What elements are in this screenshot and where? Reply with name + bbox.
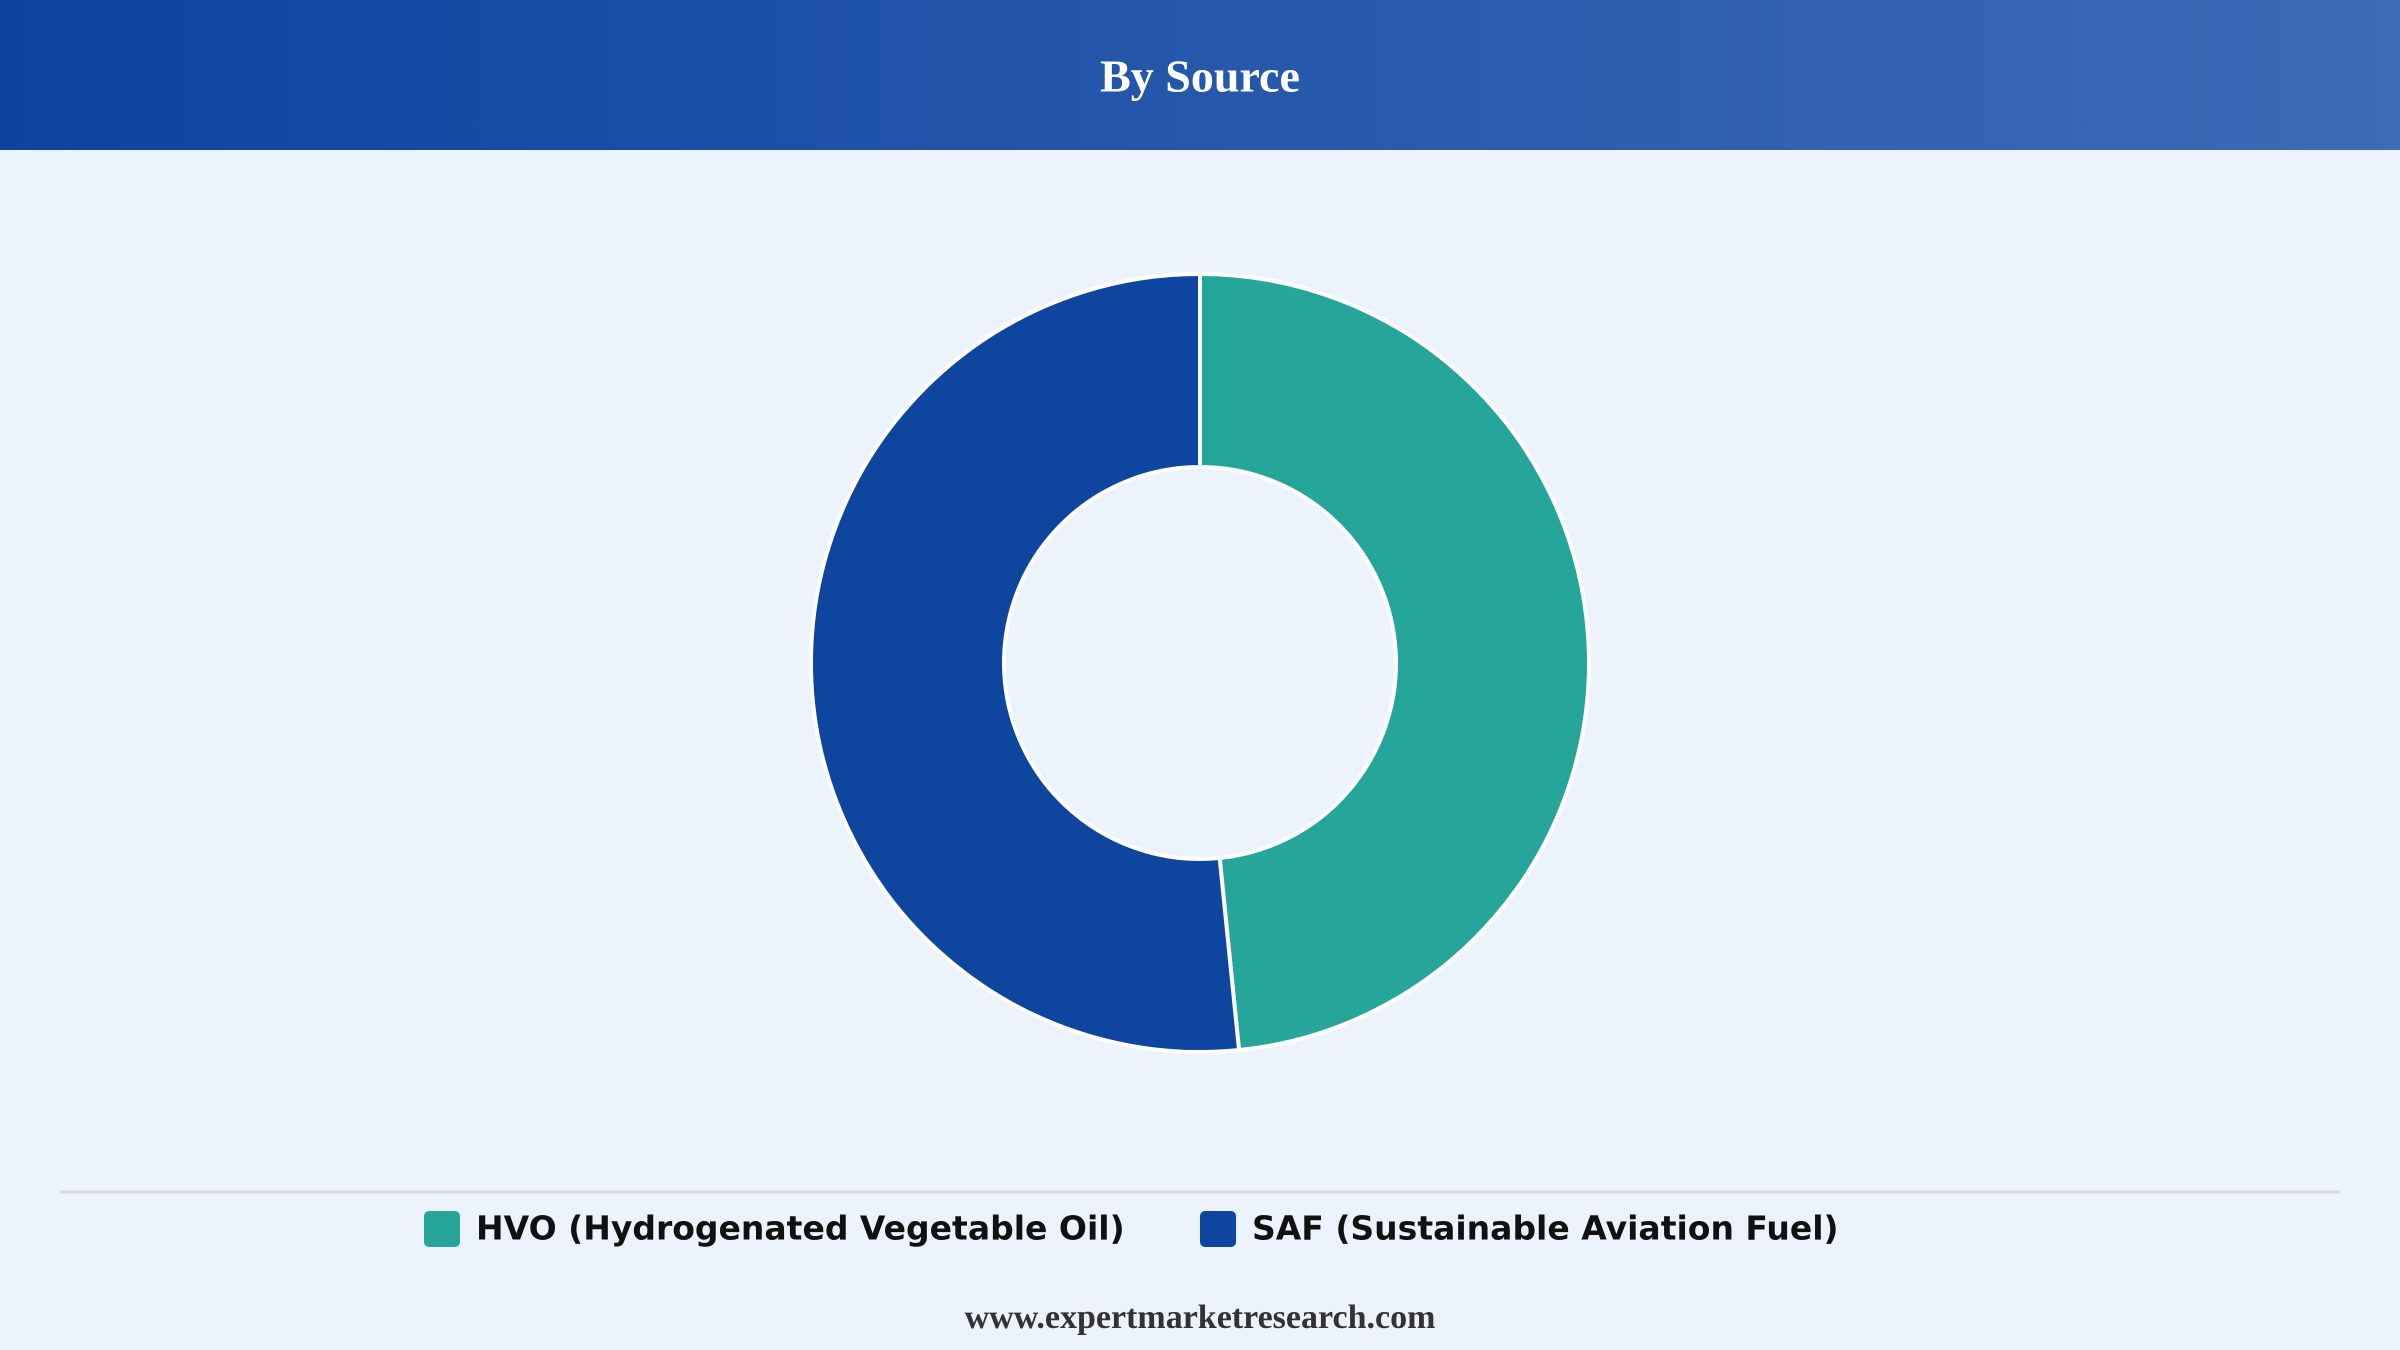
donut xyxy=(809,271,1592,1054)
legend-label: SAF (Sustainable Aviation Fuel) xyxy=(1252,1209,1839,1248)
legend: HVO (Hydrogenated Vegetable Oil) SAF (Sus… xyxy=(424,1209,1839,1248)
header-bar xyxy=(0,0,2400,150)
legend-label: HVO (Hydrogenated Vegetable Oil) xyxy=(476,1209,1125,1248)
chart-title: By Source xyxy=(1100,51,1300,102)
slice xyxy=(1198,271,1592,1053)
legend-swatch xyxy=(424,1211,460,1247)
slice xyxy=(809,271,1242,1054)
footer: www.expertmarketresearch.com xyxy=(965,1299,1436,1336)
legend-swatch xyxy=(1200,1211,1236,1247)
